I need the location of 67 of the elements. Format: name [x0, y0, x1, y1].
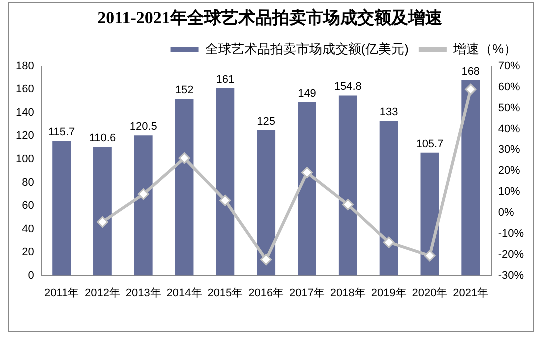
bar	[298, 102, 316, 276]
bar	[462, 80, 480, 276]
data-label: 133	[380, 106, 398, 119]
data-label: 110.6	[89, 132, 116, 145]
point	[220, 194, 232, 206]
data-label: 161	[216, 74, 235, 86]
y-tick-label: 60	[22, 200, 34, 212]
x-tick-label: 2020年	[412, 287, 448, 300]
bar	[380, 121, 398, 276]
bar	[175, 98, 194, 276]
y-tick-label: 140	[16, 106, 34, 119]
y2-tick-label: 20%	[498, 165, 521, 178]
x-tick-label: 2016年	[248, 287, 284, 300]
x-tick-label: 2014年	[166, 287, 202, 300]
x-tick-label: 2018年	[330, 287, 366, 300]
y2-tick-label: 50%	[498, 102, 521, 114]
bar	[52, 141, 72, 276]
y-tick-label: 20	[22, 246, 34, 259]
y2-tick-label: 70%	[498, 60, 521, 72]
y-tick-label: 180	[16, 60, 34, 72]
y2-tick-label: -20%	[498, 248, 524, 261]
x-tick-label: 2019年	[371, 287, 407, 300]
data-label: 149	[298, 88, 316, 100]
point	[260, 254, 272, 266]
y-tick-label: 80	[22, 176, 34, 189]
x-tick-label: 2015年	[208, 287, 244, 300]
x-tick-label: 2011年	[44, 287, 80, 300]
point	[342, 199, 354, 211]
legend-label: 增速（%）	[452, 41, 518, 56]
data-label: 168	[462, 66, 480, 78]
y-tick-label: 120	[16, 130, 34, 142]
point	[301, 167, 313, 179]
bar	[216, 88, 235, 276]
x-tick-label: 2012年	[84, 287, 120, 300]
data-label: 105.7	[416, 138, 444, 150]
bar	[257, 130, 276, 276]
bar	[94, 147, 112, 276]
chart-title: 2011-2021年全球艺术品拍卖市场成交额及增速	[98, 8, 442, 28]
y2-tick-label: 0%	[498, 207, 514, 220]
point	[424, 250, 436, 262]
bar	[338, 96, 358, 276]
y-tick-label: 0	[28, 270, 34, 282]
point	[96, 216, 108, 228]
data-label: 125	[257, 116, 276, 128]
y2-tick-label: -10%	[498, 228, 524, 240]
data-label: 115.7	[48, 126, 76, 139]
point	[465, 84, 477, 96]
y2-tick-label: 10%	[498, 186, 521, 198]
y-tick-label: 100	[16, 154, 34, 166]
y-tick-label: 160	[16, 84, 34, 96]
y2-tick-label: 60%	[498, 81, 521, 94]
data-label: 120.5	[130, 121, 158, 134]
x-tick-label: 2017年	[290, 287, 325, 300]
legend-label: 全球艺术品拍卖市场成交额(亿美元)	[205, 41, 409, 56]
data-label: 152	[175, 84, 194, 97]
point	[138, 188, 150, 200]
x-tick-label: 2021年	[453, 287, 489, 300]
point	[383, 236, 395, 248]
point	[178, 152, 190, 164]
bar	[134, 136, 153, 276]
y2-tick-label: 30%	[498, 144, 521, 156]
data-label: 154.8	[334, 81, 362, 94]
y-tick-label: 40	[22, 223, 34, 236]
y2-tick-label: 40%	[498, 123, 521, 136]
bar	[420, 152, 440, 276]
y2-tick-label: -30%	[498, 270, 524, 282]
x-tick-label: 2013年	[126, 287, 162, 300]
